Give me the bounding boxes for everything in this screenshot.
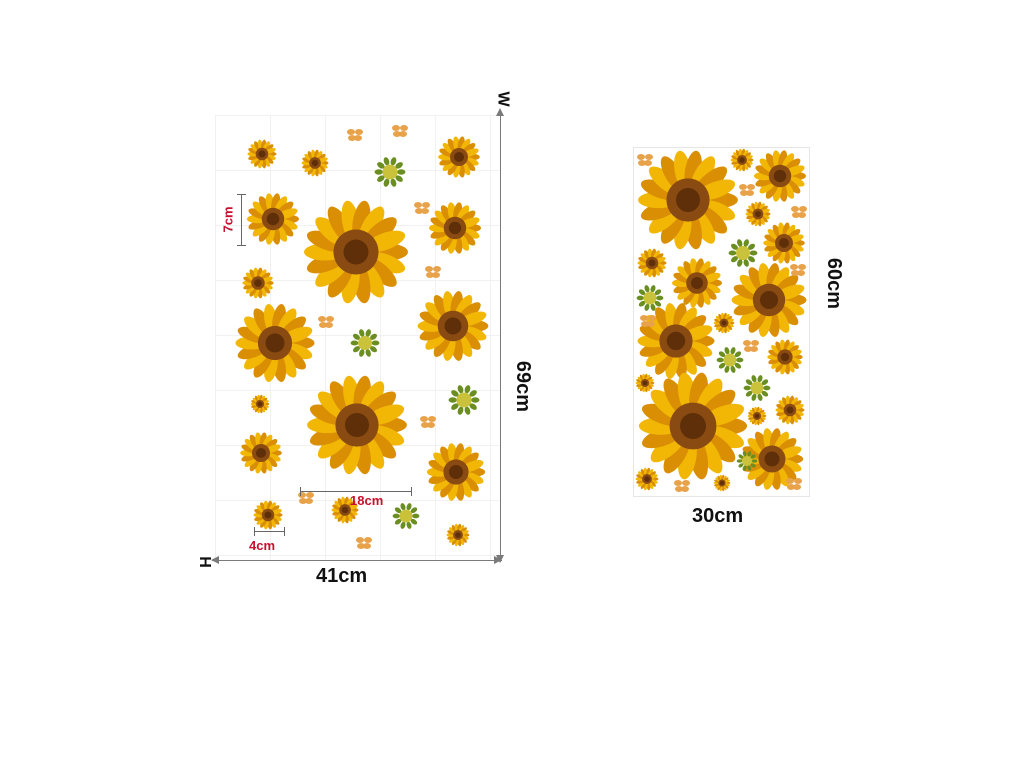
- butterfly-sticker: [425, 266, 441, 278]
- axis-w-letter: W: [494, 91, 512, 107]
- butterfly-sticker: [674, 480, 690, 492]
- sunflower-sticker: [713, 474, 731, 492]
- sunflower-bud-sticker: [736, 451, 758, 471]
- sunflower-bud-sticker: [448, 385, 480, 415]
- sunflower-sticker: [417, 291, 489, 361]
- butterfly-sticker: [347, 129, 363, 141]
- large-flower-label-18cm: 18cm: [350, 493, 384, 508]
- axis-h-letter: H: [195, 556, 213, 568]
- sunflower-sticker: [250, 394, 270, 414]
- sunflower-bud-sticker: [392, 503, 420, 529]
- sunflower-sticker: [426, 443, 486, 501]
- sunflower-sticker: [637, 248, 667, 278]
- height-label-60cm: 60cm: [823, 257, 846, 310]
- width-dimension-line: [212, 560, 502, 561]
- butterfly-sticker: [739, 184, 755, 196]
- small-flower-measure-line: [241, 194, 242, 246]
- sunflower-sticker: [775, 395, 805, 425]
- sunflower-sticker: [301, 149, 329, 177]
- butterfly-sticker: [637, 154, 653, 166]
- sunflower-sticker: [637, 303, 715, 379]
- large-flower-tick-right: [411, 487, 412, 496]
- butterfly-sticker: [786, 478, 802, 490]
- sunflower-sticker: [635, 467, 659, 491]
- large-flower-measure-line: [300, 491, 412, 492]
- sunflower-sticker: [745, 201, 771, 227]
- small-flower-tick-top: [237, 194, 246, 195]
- height-label-69cm: 69cm: [512, 360, 535, 413]
- sunflower-bud-sticker: [636, 285, 664, 311]
- sunflower-sticker: [247, 193, 299, 245]
- butterfly-sticker: [420, 416, 436, 428]
- sunflower-sticker: [638, 150, 738, 250]
- width-label-41cm: 41cm: [316, 565, 368, 587]
- butterfly-sticker: [743, 340, 759, 352]
- sunflower-bud-sticker: [728, 239, 758, 267]
- sunflower-sticker: [672, 258, 722, 308]
- sunflower-sticker: [638, 372, 748, 480]
- sunflower-sticker: [635, 373, 655, 393]
- small-flower-label-7cm: 7cm: [220, 206, 236, 233]
- large-flower-tick-left: [300, 487, 301, 496]
- butterfly-sticker: [790, 264, 806, 276]
- sunflower-sticker: [307, 375, 407, 475]
- sunflower-sticker: [754, 150, 806, 202]
- tiny-flower-tick-left: [254, 527, 255, 536]
- sunflower-sticker: [438, 136, 480, 178]
- sunflower-sticker: [242, 267, 274, 299]
- sunflower-sticker: [446, 523, 470, 547]
- sunflower-bud-sticker: [374, 157, 406, 187]
- butterfly-sticker: [318, 316, 334, 328]
- butterfly-sticker: [392, 125, 408, 137]
- sunflower-sticker: [767, 339, 803, 375]
- sunflower-sticker: [304, 200, 408, 304]
- sunflower-bud-sticker: [716, 347, 744, 373]
- sunflower-sticker: [253, 500, 283, 530]
- sunflower-sticker: [730, 148, 754, 172]
- tiny-flower-tick-right: [284, 527, 285, 536]
- small-flower-tick-bottom: [237, 245, 246, 246]
- butterfly-sticker: [640, 315, 656, 327]
- sunflower-sticker: [763, 222, 805, 264]
- sunflower-sticker: [331, 496, 359, 524]
- sunflower-sticker: [731, 263, 807, 337]
- height-dimension-line: [500, 110, 501, 562]
- tiny-flower-measure-line: [254, 531, 285, 532]
- sunflower-sticker: [240, 432, 282, 474]
- sunflower-sticker: [740, 428, 804, 490]
- sunflower-bud-sticker: [743, 375, 771, 401]
- sunflower-sticker: [429, 202, 481, 254]
- butterfly-sticker: [791, 206, 807, 218]
- butterfly-sticker: [356, 537, 372, 549]
- sunflower-sticker: [235, 304, 315, 382]
- sunflower-bud-sticker: [350, 329, 380, 357]
- width-label-30cm: 30cm: [692, 505, 744, 527]
- butterfly-sticker: [414, 202, 430, 214]
- sunflower-sticker: [247, 139, 277, 169]
- sunflower-sticker: [747, 406, 767, 426]
- sunflower-sticker: [713, 312, 735, 334]
- tiny-flower-label-4cm: 4cm: [249, 538, 276, 553]
